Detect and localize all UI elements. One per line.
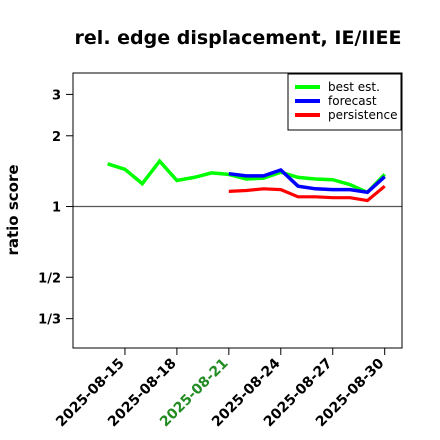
- plot-frame: [72, 72, 403, 349]
- y-tick-label: 1/3: [38, 313, 61, 328]
- y-tick-label: 3: [52, 88, 61, 103]
- series-line-forecast: [228, 168, 386, 195]
- series-line-persistence: [228, 184, 386, 203]
- legend-label: forecast: [328, 94, 377, 108]
- legend-label: persistence: [328, 108, 397, 122]
- series-line-best-est: [107, 158, 386, 195]
- y-tick-label: 1/2: [38, 271, 61, 286]
- legend-label: best est.: [328, 80, 380, 94]
- y-tick-label: 1: [52, 201, 61, 216]
- y-tick-label: 2: [52, 130, 61, 145]
- plot-area: [73, 158, 402, 208]
- y-axis-label: ratio score: [4, 164, 22, 255]
- chart-title: rel. edge displacement, IE/IIEE: [75, 27, 402, 49]
